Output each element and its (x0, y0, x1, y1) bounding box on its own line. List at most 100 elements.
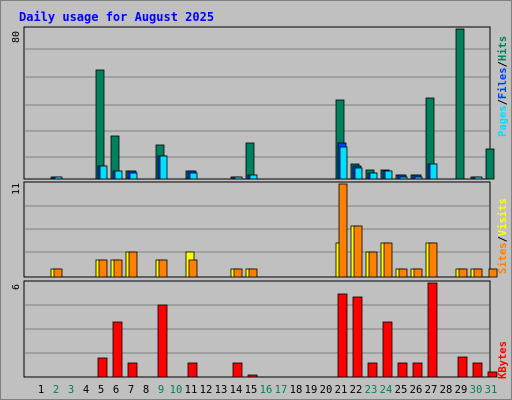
day-label-27: 27 (425, 384, 438, 396)
legend-pages: Pages (497, 105, 509, 137)
legend-hits: Hits (497, 36, 509, 61)
bar-sites-day-25 (398, 268, 408, 278)
legend-slash-2: / (497, 61, 509, 67)
day-label-22: 22 (350, 384, 363, 396)
panel-kbytes (23, 280, 498, 378)
bar-sites-day-29 (458, 268, 468, 278)
bar-sites-day-30 (473, 268, 483, 278)
bar-sites-day-6 (113, 259, 123, 278)
day-label-28: 28 (440, 384, 453, 396)
day-label-25: 25 (395, 384, 408, 396)
day-label-1: 1 (38, 384, 44, 396)
day-label-3: 3 (68, 384, 74, 396)
bar-pages-day-22 (354, 167, 363, 180)
ymax-label-middle: 11 (11, 183, 22, 195)
legend-kbytes: KBytes (497, 341, 509, 379)
bar-pages-day-30 (474, 176, 483, 180)
chart-title: Daily usage for August 2025 (19, 10, 214, 24)
bar-kbytes-day-9 (157, 304, 168, 378)
day-label-30: 30 (470, 384, 483, 396)
day-label-12: 12 (200, 384, 213, 396)
bar-hits-day-31 (485, 148, 495, 180)
bar-kbytes-day-24 (382, 321, 393, 378)
day-label-2: 2 (53, 384, 59, 396)
bar-kbytes-day-31 (487, 371, 498, 378)
bar-kbytes-day-23 (367, 362, 378, 378)
day-label-13: 13 (215, 384, 228, 396)
panel-0-plot-area (23, 26, 491, 180)
bar-sites-day-11 (188, 259, 198, 278)
bar-pages-day-14 (234, 176, 243, 180)
bar-pages-day-21 (339, 146, 348, 180)
legend-slash-1: / (497, 99, 509, 105)
bar-sites-day-24 (383, 242, 393, 278)
bar-kbytes-day-15 (247, 374, 258, 378)
bar-kbytes-day-11 (187, 362, 198, 378)
bar-pages-day-9 (159, 155, 168, 180)
day-label-9: 9 (158, 384, 164, 396)
bar-kbytes-day-30 (472, 362, 483, 378)
bar-sites-day-22 (353, 225, 363, 278)
day-label-29: 29 (455, 384, 468, 396)
day-label-15: 15 (245, 384, 258, 396)
day-label-10: 10 (170, 384, 183, 396)
day-label-24: 24 (380, 384, 393, 396)
bar-kbytes-day-5 (97, 357, 108, 378)
bar-sites-day-9 (158, 259, 168, 278)
bar-pages-day-27 (429, 163, 438, 180)
day-label-11: 11 (185, 384, 198, 396)
panel-hits-files-pages (23, 26, 495, 180)
bar-kbytes-day-25 (397, 362, 408, 378)
day-label-19: 19 (305, 384, 318, 396)
bar-pages-day-6 (114, 170, 123, 180)
bar-pages-day-15 (249, 174, 258, 180)
legend-middle: Sites/Visits (497, 198, 509, 274)
day-label-17: 17 (275, 384, 288, 396)
day-label-31: 31 (485, 384, 498, 396)
bar-hits-day-5 (95, 69, 105, 180)
bar-sites-day-7 (128, 251, 138, 278)
bar-sites-day-21 (338, 183, 348, 278)
bar-hits-day-29 (455, 28, 465, 180)
day-label-26: 26 (410, 384, 423, 396)
day-label-5: 5 (98, 384, 104, 396)
day-label-18: 18 (290, 384, 303, 396)
bar-kbytes-day-26 (412, 362, 423, 378)
day-label-4: 4 (83, 384, 89, 396)
day-axis-labels: 1 2 3 4 5 6 7 8 9 10 11 12 13 14 15 16 17 18 19 20 21 22 23 24 2… (38, 384, 497, 396)
bar-sites-day-27 (428, 242, 438, 278)
legend-files: Files (497, 67, 509, 99)
bar-sites-day-15 (248, 268, 258, 278)
day-label-8: 8 (143, 384, 149, 396)
ymax-label-top: 80 (11, 31, 22, 43)
bar-pages-day-23 (369, 172, 378, 180)
bar-kbytes-day-14 (232, 362, 243, 378)
bar-pages-day-7 (129, 172, 138, 180)
bar-sites-day-31 (488, 268, 498, 278)
legend-bottom: KBytes (497, 341, 509, 379)
bar-kbytes-day-22 (352, 296, 363, 378)
bar-pages-day-5 (99, 165, 108, 180)
legend-sites: Sites (497, 242, 509, 274)
day-label-6: 6 (113, 384, 119, 396)
bar-kbytes-day-21 (337, 293, 348, 378)
legend-slash-3: / (497, 236, 509, 242)
day-label-7: 7 (128, 384, 134, 396)
bar-sites-day-5 (98, 259, 108, 278)
day-label-16: 16 (260, 384, 273, 396)
bar-pages-day-26 (414, 176, 423, 180)
day-label-23: 23 (365, 384, 378, 396)
legend-top: Pages/Files/Hits (497, 36, 509, 137)
bar-kbytes-day-29 (457, 356, 468, 378)
day-label-20: 20 (320, 384, 333, 396)
panel-visits-sites (23, 181, 498, 278)
ymax-label-bottom: 6 (11, 284, 22, 290)
bar-hits-day-15 (245, 142, 255, 180)
bar-sites-day-23 (368, 251, 378, 278)
bar-pages-day-2 (54, 176, 63, 180)
bar-kbytes-day-27 (427, 282, 438, 378)
bar-kbytes-day-6 (112, 321, 123, 378)
bar-pages-day-24 (384, 170, 393, 180)
bar-kbytes-day-7 (127, 362, 138, 378)
